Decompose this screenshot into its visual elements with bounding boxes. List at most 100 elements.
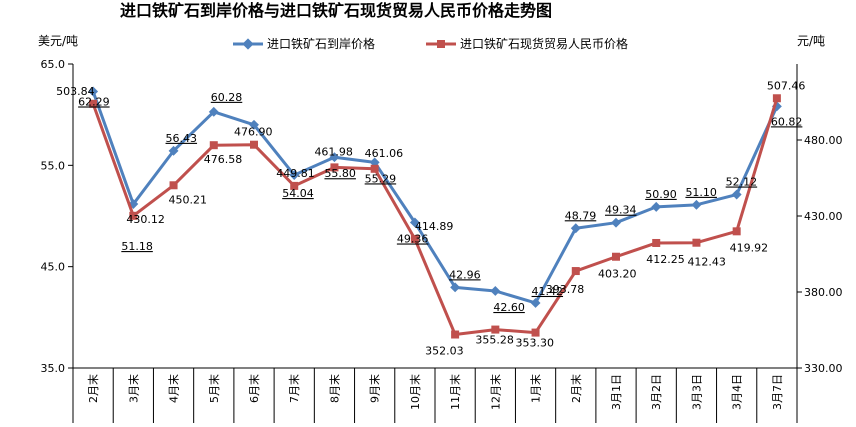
axes: 65.0 55.0 45.0 35.0 480.00 430.00 380.00 330.00… [41,58,843,423]
point-rmb [410,234,419,243]
category-label: 7月末 [287,374,301,403]
data-label-cif: 42.96 [449,268,481,281]
category-label: 6月末 [247,374,261,403]
data-label-cif: 42.60 [493,301,525,314]
point-cif [208,106,219,117]
data-label-rmb: 403.20 [598,268,637,281]
data-label-cif: 52.12 [726,176,758,189]
category-label: 3月末 [126,374,140,403]
category-label: 12月末 [488,374,502,410]
data-label-cif: 60.28 [211,91,243,104]
point-rmb [129,211,138,220]
data-label-cif: 48.79 [565,209,597,222]
category-label: 9月末 [368,374,382,403]
category-label: 3月1日 [610,374,623,410]
data-label-cif: 49.34 [605,204,637,217]
point-cif [409,217,420,228]
legend-label-rmb: 进口铁矿石现货贸易人民币价格 [460,36,628,51]
point-cif [88,86,99,97]
left-axis-unit: 美元/吨 [38,34,78,48]
series-line-1 [91,97,779,337]
category-label: 5月末 [207,374,221,403]
legend-marker-rmb [437,40,445,48]
point-cif [490,286,501,296]
right-tick-label: 330.00 [804,362,843,375]
data-label-rmb: 461.06 [365,147,404,160]
point-cif [450,282,461,293]
point-cif [530,297,541,308]
data-label-rmb: 450.21 [169,193,208,206]
series-layer [88,86,782,339]
left-tick-label: 45.0 [41,261,66,274]
legend-marker-cif [242,38,254,50]
category-label: 1月末 [529,374,543,403]
data-label-cif: 60.82 [771,115,803,128]
category-label: 2月末 [86,374,100,403]
category-label: 3月4日 [731,374,744,410]
left-tick-label: 55.0 [41,159,66,172]
point-cif [691,199,702,210]
data-label-rmb: 507.46 [767,79,806,92]
category-label: 11月末 [448,374,462,410]
point-rmb [330,163,339,172]
point-cif [289,170,300,181]
point-cif [168,145,179,156]
point-cif [651,201,662,212]
data-label-cif: 55.29 [365,172,397,185]
category-label: 4月末 [167,374,181,403]
data-label-cif: 62.29 [78,95,110,108]
category-label: 3月2日 [650,374,663,410]
right-tick-label: 380.00 [804,286,843,299]
data-label-rmb: 353.30 [516,337,555,350]
right-axis-unit: 元/吨 [797,34,825,48]
data-label-rmb: 412.43 [687,256,726,269]
data-label-rmb: 449.81 [276,167,315,180]
category-label: 2月末 [569,374,583,403]
right-tick-label: 430.00 [804,210,843,223]
data-label-cif: 51.10 [685,186,717,199]
point-rmb [491,325,500,334]
data-label-rmb: 503.84 [56,85,95,98]
data-label-rmb: 352.03 [425,345,464,358]
point-rmb [250,140,258,149]
point-rmb [692,238,701,247]
data-label-rmb: 412.25 [646,253,685,266]
point-cif [731,189,742,200]
data-label-rmb: 461.98 [314,145,353,158]
data-label-cif: 55.80 [324,167,356,180]
data-label-rmb: 476.90 [234,126,273,139]
right-tick-label: 480.00 [804,134,843,147]
point-rmb [89,99,98,108]
data-label-cif: 51.18 [121,240,153,253]
data-label-rmb: 476.58 [204,153,243,166]
point-rmb [772,94,781,103]
left-tick-label: 35.0 [41,362,66,375]
point-rmb [612,252,620,261]
point-cif [611,217,621,228]
point-rmb [290,181,299,190]
point-rmb [571,267,580,276]
data-label-rmb: 419.92 [730,241,769,254]
category-label: 3月3日 [690,374,703,410]
legend: 进口铁矿石到岸价格 进口铁矿石现货贸易人民币价格 [233,36,628,51]
series-line-0 [91,90,779,305]
point-cif [329,152,340,163]
data-label-rmb: 430.12 [126,213,165,226]
category-label: 8月末 [327,374,341,403]
chart-title: 进口铁矿石到岸价格与进口铁矿石现货贸易人民币价格走势图 [120,1,552,20]
category-label: 3月7日 [771,374,784,410]
left-tick-label: 65.0 [41,58,66,71]
data-label-cif: 41.42 [532,285,564,298]
data-labels: 62.29 51.18 56.43 60.28 54.04 55.80 55.29 49.36… [56,79,805,357]
data-label-rmb: 414.89 [415,220,454,233]
category-label: 10月末 [408,374,422,410]
legend-label-cif: 进口铁矿石到岸价格 [267,36,375,51]
data-label-cif: 54.04 [282,187,314,200]
point-rmb [451,330,460,339]
point-rmb [370,164,379,173]
data-label-rmb: 393.78 [546,283,585,296]
point-rmb [732,227,741,236]
data-label-cif: 56.43 [166,132,198,145]
